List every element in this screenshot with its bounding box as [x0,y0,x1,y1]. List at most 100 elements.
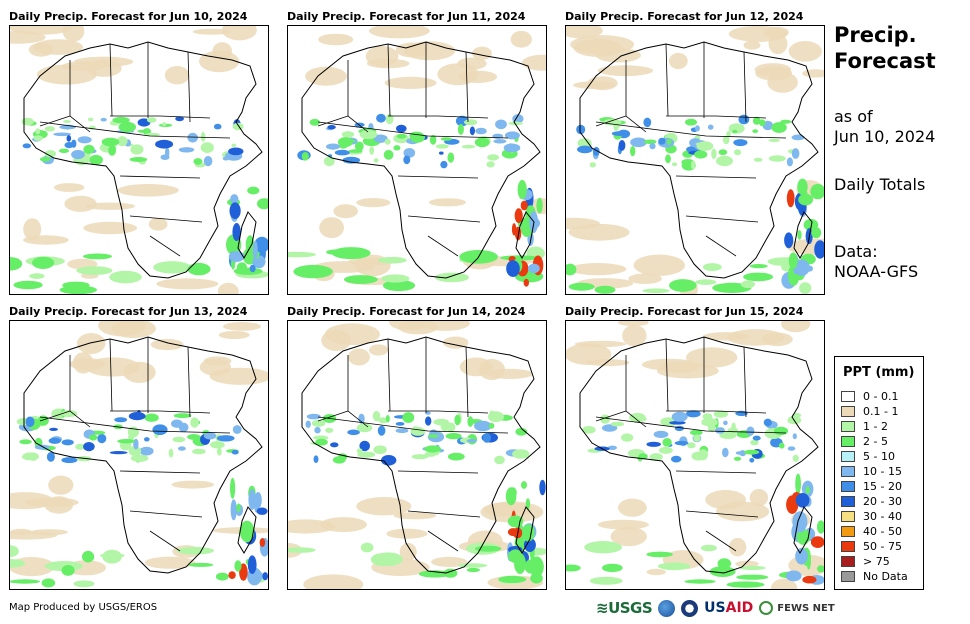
rain-area [193,158,203,165]
rain-area [805,265,813,272]
legend-swatch [841,540,855,552]
rain-area [259,538,266,547]
totals-label: Daily Totals [834,175,926,194]
light-rain-area [369,26,430,39]
rain-area [203,156,213,167]
rain-area [434,272,469,283]
light-rain-area [597,65,653,77]
rain-area [582,426,596,434]
rain-area [89,154,103,165]
rain-area [601,424,618,432]
rain-area [493,139,507,144]
rain-area [467,416,474,427]
country-border [317,121,509,139]
country-border [129,510,203,518]
light-rain-area [443,336,469,349]
rain-area [61,457,78,464]
rain-area [717,558,732,569]
rain-area [524,559,538,574]
rain-area [780,119,792,124]
legend-item: > 75 [841,554,890,568]
rain-area [508,549,523,563]
rain-area [262,572,268,581]
rain-area [356,448,363,454]
rain-area [248,489,256,510]
rain-area [700,544,717,552]
light-rain-area [389,321,429,331]
light-rain-area [156,278,219,290]
rain-area [301,152,309,161]
light-rain-area [610,526,647,547]
legend-item: No Data [841,569,908,583]
rain-area [381,274,410,283]
rain-area [810,183,824,200]
country-border [317,410,349,422]
rain-area [359,440,370,452]
legend-swatch [841,555,855,567]
precip-map [565,320,825,590]
rain-area [498,575,527,583]
rain-area [523,278,529,287]
rain-area [726,130,731,137]
light-rain-area [399,542,417,561]
rain-area [439,151,444,155]
light-rain-area [164,66,190,85]
rain-area [373,445,387,454]
country-border [317,115,349,127]
country-border [743,346,747,418]
country-border [110,115,211,119]
light-rain-area [788,41,822,62]
light-rain-area [62,26,85,42]
rain-area [685,118,697,126]
rain-area [311,419,326,427]
light-rain-area [319,217,344,239]
rain-area [173,413,192,419]
rain-area [798,193,813,206]
rain-area [230,194,239,204]
country-border [465,346,469,418]
precip-map [287,25,547,295]
rain-area [732,129,738,134]
country-border [675,175,757,179]
light-rain-area [657,363,719,379]
rain-area [172,436,186,443]
africa-outline [579,336,819,574]
rain-area [669,421,686,425]
rain-area [314,426,321,434]
light-rain-area [574,340,627,348]
as-of-date: as of Jun 10, 2024 [834,107,964,147]
rain-area [190,417,199,428]
legend-item: 15 - 20 [841,479,902,493]
rain-area [41,578,56,588]
legend-label: No Data [863,569,908,583]
rain-area [653,430,669,438]
madagascar-outline [793,211,813,259]
light-rain-area [618,321,649,327]
light-rain-area [33,39,83,55]
rain-area [643,117,652,128]
rain-area [230,477,236,499]
rain-area [22,143,31,149]
rain-area [723,420,728,426]
country-border [149,530,181,552]
light-rain-area [384,76,437,89]
light-rain-area [85,202,135,210]
legend-item: 30 - 40 [841,509,902,523]
rain-area [109,270,142,284]
rain-area [216,447,222,456]
light-rain-area [324,323,380,346]
rain-area [589,576,623,585]
rain-area [817,565,824,573]
rain-area [236,262,247,273]
legend-item: 0 - 0.1 [841,389,898,403]
rain-area [187,262,211,276]
light-rain-area [702,332,750,341]
rain-area [773,426,789,436]
light-rain-area [10,26,72,35]
rain-area [130,454,149,462]
rain-area [786,495,799,514]
rain-area [359,129,378,140]
country-border [665,338,669,412]
rain-area [778,442,785,449]
